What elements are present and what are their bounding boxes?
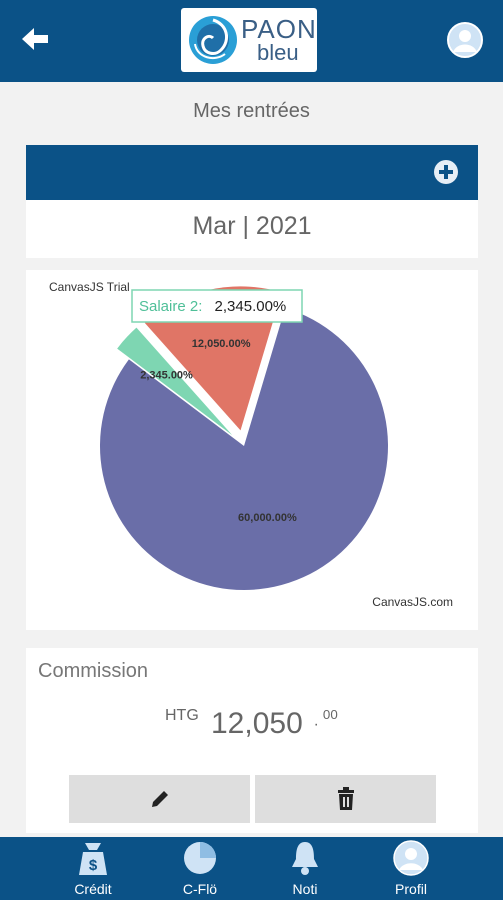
period-card-header bbox=[26, 145, 478, 200]
profile-avatar-button[interactable] bbox=[447, 22, 483, 58]
svg-text:$: $ bbox=[89, 857, 98, 874]
user-avatar-icon bbox=[447, 22, 483, 58]
chart-tooltip: Salaire 2: 2,345.00% bbox=[131, 289, 303, 323]
currency-label: HTG bbox=[165, 707, 199, 724]
nav-label-noti: Noti bbox=[292, 881, 318, 897]
nav-label-cflo: C-Flö bbox=[182, 881, 218, 897]
pencil-icon bbox=[151, 791, 168, 807]
pie-slice-label: 60,000.00% bbox=[238, 512, 297, 524]
pie-slice-label: 12,050.00% bbox=[192, 338, 251, 350]
logo-text-line2: bleu bbox=[257, 40, 299, 65]
pie-slice[interactable] bbox=[117, 327, 233, 436]
logo-swirl-icon bbox=[189, 16, 237, 64]
money-bag-icon: $ bbox=[79, 843, 107, 875]
month-label[interactable]: Mar | 2021 bbox=[192, 212, 312, 240]
edit-button[interactable] bbox=[69, 775, 250, 823]
chart-watermark-top: CanvasJS Trial bbox=[49, 282, 130, 294]
tooltip-label: Salaire 2: bbox=[139, 298, 202, 315]
back-button[interactable] bbox=[18, 24, 52, 54]
chart-watermark-bottom[interactable]: CanvasJS.com bbox=[372, 595, 453, 609]
pie-chart-svg: 60,000.00% 2,345.00% 12,050.00% CanvasJS T… bbox=[49, 282, 453, 609]
pie-slice[interactable] bbox=[100, 308, 388, 590]
arrow-left-icon bbox=[22, 28, 48, 50]
nav-item-noti[interactable]: Noti bbox=[265, 837, 345, 900]
nav-label-credit: Crédit bbox=[74, 881, 112, 897]
bottom-navigation: $ Crédit C-Flö Noti Profil bbox=[0, 837, 503, 900]
trash-icon bbox=[337, 787, 354, 810]
month-display bbox=[26, 200, 478, 258]
decimal-value: 00 bbox=[322, 707, 338, 722]
nav-item-cflo[interactable]: C-Flö bbox=[160, 837, 240, 900]
pie-slice-label: 2,345.00% bbox=[140, 370, 193, 382]
logo-text-line1: PAON bbox=[241, 14, 317, 44]
add-entry-button[interactable] bbox=[433, 159, 459, 185]
bell-icon bbox=[292, 842, 318, 875]
amount-value: 12,050 bbox=[211, 707, 303, 740]
commission-title: Commission bbox=[38, 660, 149, 682]
nav-item-credit[interactable]: $ Crédit bbox=[53, 837, 133, 900]
nav-item-profil[interactable]: Profil bbox=[371, 837, 451, 900]
pie-chart: 60,000.00% 2,345.00% 12,050.00% CanvasJS T… bbox=[49, 282, 459, 612]
delete-button[interactable] bbox=[255, 775, 436, 823]
tooltip-value: 2,345.00% bbox=[215, 298, 287, 315]
plus-circle-icon bbox=[434, 160, 458, 184]
page-title: Mes rentrées bbox=[193, 100, 310, 122]
app-logo: PAON bleu bbox=[181, 8, 317, 72]
user-avatar-icon bbox=[393, 840, 429, 876]
amount-decimals: . 00 bbox=[314, 707, 338, 730]
pie-chart-icon bbox=[184, 842, 216, 874]
svg-text:Salaire 2: 2,345.00%: Salaire 2: 2,345.00% bbox=[139, 298, 286, 315]
decimal-separator: . bbox=[314, 712, 319, 730]
nav-label-profil: Profil bbox=[395, 881, 427, 897]
